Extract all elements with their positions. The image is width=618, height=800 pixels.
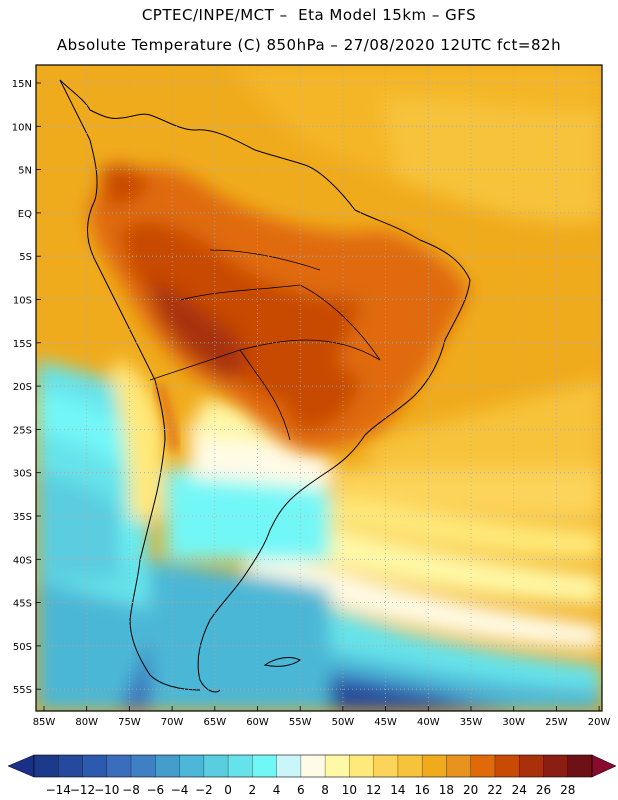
colorbar-swatch xyxy=(300,755,326,777)
colorbar-tick-label: 6 xyxy=(297,783,305,797)
lat-tick-label: 5N xyxy=(18,166,32,177)
colorbar-tick-label: −8 xyxy=(122,783,140,797)
colorbar-under-arrow xyxy=(7,754,35,778)
colorbar-swatch xyxy=(179,755,205,777)
lat-tick-label: 55S xyxy=(13,685,32,696)
lon-tick-label: 65W xyxy=(203,717,226,728)
colorbar-swatch xyxy=(349,755,374,777)
map-frame xyxy=(35,64,603,712)
colorbar-tick-label: −12 xyxy=(70,783,95,797)
lat-tick-label: 40S xyxy=(13,555,32,566)
colorbar-swatch xyxy=(519,755,544,777)
lon-tick-label: 80W xyxy=(75,717,98,728)
colorbar-tick-label: 24 xyxy=(512,783,527,797)
colorbar-swatch xyxy=(228,755,253,777)
lon-tick-label: 30W xyxy=(502,717,525,728)
lat-tick-label: EQ xyxy=(18,209,32,220)
colorbar-swatch xyxy=(106,755,132,777)
colorbar-swatch xyxy=(131,755,156,777)
colorbar-swatch xyxy=(567,755,593,777)
lon-tick-label: 50W xyxy=(332,717,355,728)
lat-tick-label: 15N xyxy=(12,79,32,90)
colorbar-tick-label: 4 xyxy=(273,783,281,797)
lat-tick-label: 15S xyxy=(13,339,32,350)
colorbar-swatch xyxy=(325,755,350,777)
colorbar-swatch xyxy=(34,755,59,777)
colorbar-tick-label: 16 xyxy=(415,783,430,797)
colorbar-tick-label: 0 xyxy=(224,783,232,797)
lon-tick-label: 45W xyxy=(374,717,397,728)
colorbar-over-arrow xyxy=(591,754,617,778)
colorbar-tick-label: 10 xyxy=(342,783,357,797)
colorbar-swatch xyxy=(373,755,399,777)
latitude-labels: 15N 10N 5N EQ 5S 10S 15S 20S 25S 30S 35S 40S 45S 50S 5… xyxy=(12,79,32,696)
colorbar-tick-label: 18 xyxy=(439,783,454,797)
lat-tick-label: 10S xyxy=(13,296,32,307)
lon-tick-label: 25W xyxy=(545,717,568,728)
lat-tick-label: 45S xyxy=(13,599,32,610)
colorbar-swatch xyxy=(446,755,471,777)
colorbar-tick-label: 22 xyxy=(487,783,502,797)
lon-tick-label: 75W xyxy=(118,717,141,728)
colorbar-tick-label: 26 xyxy=(536,783,551,797)
colorbar-swatch xyxy=(397,755,423,777)
lon-tick-label: 60W xyxy=(246,717,269,728)
colorbar-labels: −14−12−10 −8 −6 −4 −2 0 2 4 6 8 10 12 14 16 18 20 22 24 26… xyxy=(46,783,576,797)
lat-tick-label: 25S xyxy=(13,425,32,436)
colorbar-tick-label: 14 xyxy=(390,783,405,797)
colorbar-tick-label: −14 xyxy=(46,783,71,797)
colorbar-tick-label: −6 xyxy=(146,783,164,797)
longitude-labels: 85W 80W 75W 70W 65W 60W 55W 50W 45W 40W 35W 30W 25W 2… xyxy=(33,717,611,728)
colorbar-swatch xyxy=(252,755,277,777)
lon-tick-label: 40W xyxy=(417,717,440,728)
lon-tick-label: 55W xyxy=(289,717,312,728)
colorbar-tick-label: −2 xyxy=(195,783,213,797)
colorbar-tick-label: −4 xyxy=(171,783,189,797)
lon-tick-label: 70W xyxy=(161,717,184,728)
colorbar-swatch xyxy=(58,755,83,777)
colorbar-tick-label: 2 xyxy=(249,783,257,797)
lat-tick-label: 35S xyxy=(13,512,32,523)
lat-tick-label: 30S xyxy=(13,469,32,480)
coastline xyxy=(59,79,471,693)
lat-tick-label: 5S xyxy=(19,252,32,263)
lat-tick-label: 50S xyxy=(13,642,32,653)
lon-tick-label: 35W xyxy=(460,717,483,728)
colorbar-swatch xyxy=(494,755,520,777)
colorbar-swatch xyxy=(543,755,569,777)
lon-tick-label: 20W xyxy=(588,717,611,728)
colorbar-swatch xyxy=(155,755,180,777)
lon-tick-label: 85W xyxy=(33,717,56,728)
colorbar-tick-label: 28 xyxy=(560,783,575,797)
colorbar xyxy=(7,754,617,778)
map-title-line1: CPTEC/INPE/MCT – Eta Model 15km – GFS xyxy=(141,6,477,24)
lat-tick-label: 20S xyxy=(13,382,32,393)
colorbar-tick-label: 20 xyxy=(463,783,478,797)
lat-lon-grid xyxy=(36,65,602,711)
colorbar-swatch xyxy=(82,755,108,777)
colorbar-swatch xyxy=(422,755,447,777)
colorbar-swatch xyxy=(470,755,496,777)
colorbar-tick-label: 8 xyxy=(321,783,329,797)
map-title-line2: Absolute Temperature (C) 850hPa – 27/08/… xyxy=(56,36,562,54)
lat-tick-label: 10N xyxy=(12,122,32,133)
colorbar-swatch xyxy=(203,755,229,777)
colorbar-swatch xyxy=(276,755,302,777)
colorbar-tick-label: 12 xyxy=(366,783,381,797)
temperature-field xyxy=(36,65,602,711)
colorbar-tick-label: −10 xyxy=(94,783,119,797)
